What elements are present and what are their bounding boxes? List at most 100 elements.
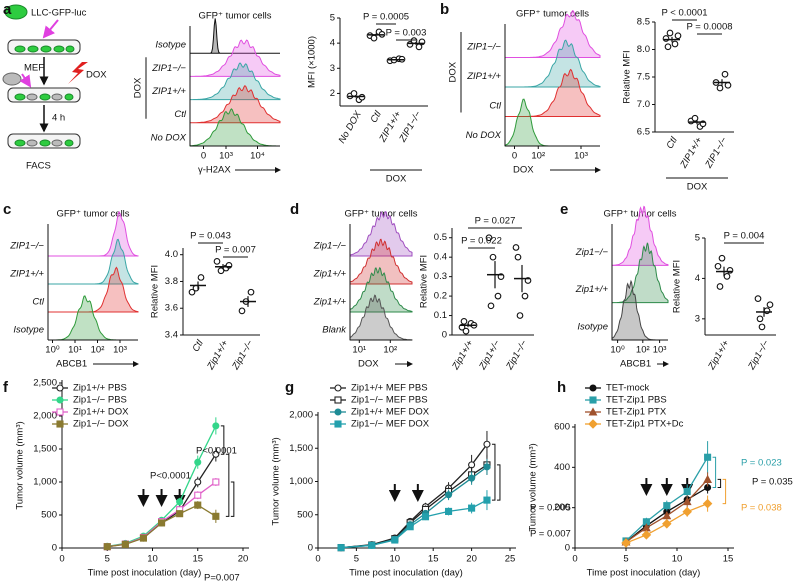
x-tick-label: 0	[512, 151, 517, 162]
p-value: P<0.0001	[150, 471, 191, 482]
mef-icon	[2, 72, 22, 86]
y-axis-label: Relative MFI	[672, 260, 683, 313]
p-value: P = 0.035	[752, 477, 793, 488]
y-tick-label: 500	[41, 510, 57, 521]
p-value: P = 0.003	[386, 28, 427, 39]
histogram-row-label: Ctl	[32, 297, 45, 308]
histogram-row-label: ZIP1−/−	[9, 241, 44, 252]
histogram-curve	[48, 266, 139, 313]
x-tick-label: 15	[192, 554, 203, 565]
legend-marker	[56, 408, 64, 416]
p-value: P=0.007	[204, 573, 240, 584]
p-value: P = 0.007	[215, 245, 256, 256]
histogram-curve	[349, 238, 413, 285]
histogram-row-label: Ctl	[174, 109, 187, 120]
x-tick-label: Ctl	[368, 109, 384, 125]
panel-letter: f	[3, 379, 9, 396]
data-point	[516, 312, 524, 319]
x-axis-label: DOX	[513, 165, 534, 176]
legend-marker	[334, 384, 342, 392]
y-tick-label: 3.6	[165, 303, 178, 314]
data-point	[368, 541, 376, 549]
data-point	[664, 43, 672, 51]
data-point	[674, 32, 682, 40]
y-tick-label: 2,000	[33, 411, 57, 422]
y-tick-label: 600	[554, 422, 570, 433]
histogram-curve	[349, 211, 413, 257]
legend-marker	[56, 384, 64, 392]
data-point	[703, 474, 713, 483]
p-value: P = 0.043	[190, 231, 231, 242]
data-point	[683, 487, 691, 496]
x-tick-label: 10¹	[68, 345, 82, 356]
x-tick-label: 10	[672, 554, 683, 565]
data-point	[758, 323, 766, 331]
data-point	[462, 327, 470, 335]
schematic-label: LLC-GFP-luc	[31, 8, 87, 19]
bracket	[717, 478, 722, 488]
y-axis-label: MFI (×1000)	[307, 36, 318, 88]
data-point	[445, 491, 453, 499]
x-tick-label: 0	[572, 554, 577, 565]
data-point	[176, 510, 184, 518]
data-point	[489, 253, 497, 261]
x-tick-label: 0	[201, 151, 206, 162]
x-tick-label: Zip1+/+	[450, 338, 476, 373]
y-tick-label: 0	[52, 543, 57, 554]
data-point	[406, 523, 414, 531]
data-point	[714, 262, 722, 270]
group-label: DOX	[133, 77, 144, 98]
panel-letter: b	[440, 1, 449, 18]
y-tick-label: 3.8	[165, 276, 178, 287]
p-value: P = 0.023	[741, 458, 782, 469]
series-line	[340, 499, 488, 549]
bracket	[722, 478, 727, 505]
series-line	[340, 443, 488, 549]
histogram-title: GFP⁺ tumor cells	[198, 11, 271, 22]
legend-label: Zip1−/− MEF DOX	[351, 419, 430, 430]
tumor-cell-icon	[4, 4, 28, 20]
y-tick-label: 5	[695, 233, 700, 244]
x-tick-label: 10²	[91, 345, 105, 356]
schematic-label: FACS	[26, 161, 51, 172]
data-point	[494, 292, 502, 300]
histogram-row-label: Zip1+/+	[313, 269, 347, 280]
panel-letter: g	[285, 379, 294, 396]
y-tick-label: 0.4	[434, 252, 447, 263]
data-point	[158, 519, 166, 527]
data-point	[445, 507, 453, 515]
histogram-curve	[48, 238, 139, 285]
bracket	[230, 481, 235, 517]
data-point	[483, 496, 491, 504]
x-axis-label: ABCB1	[56, 359, 87, 370]
histogram-curve	[189, 108, 280, 147]
data-point	[662, 35, 670, 42]
data-point	[704, 453, 712, 461]
x-tick-label: 10	[390, 554, 401, 565]
histogram-row-label: No DOX	[466, 130, 502, 141]
data-point	[756, 315, 764, 323]
x-axis-label: Time post inoculation (day)	[587, 568, 701, 579]
x-tick-label: Zip1+/+	[706, 338, 732, 373]
data-point	[621, 538, 631, 548]
cells	[14, 139, 74, 147]
y-tick-label: 2,000	[289, 410, 313, 421]
legend-label: Zip1+/+ MEF DOX	[351, 407, 430, 418]
x-tick-label: 10⁰	[45, 345, 60, 356]
x-tick-label: No DOX	[337, 109, 365, 146]
x-tick-label: 10¹	[352, 345, 366, 356]
y-tick-label: 4	[695, 273, 700, 284]
histogram-row-label: ZIP1+/+	[9, 269, 44, 280]
arrow	[42, 19, 59, 39]
legend-label: Zip1+/+ DOX	[73, 407, 129, 418]
data-point	[666, 29, 674, 37]
data-point	[514, 253, 522, 261]
x-tick-label: Zip1−/−	[746, 338, 772, 373]
x-axis-label: Time post inoculation (day)	[349, 568, 463, 579]
x-tick-label: 10⁰	[610, 345, 625, 356]
data-point	[121, 540, 129, 548]
histogram-title: GFP⁺ tumor cells	[56, 209, 129, 220]
data-point	[238, 307, 246, 315]
p-value: P = 0.022	[461, 236, 502, 247]
x-tick-label: 10³	[574, 151, 588, 162]
